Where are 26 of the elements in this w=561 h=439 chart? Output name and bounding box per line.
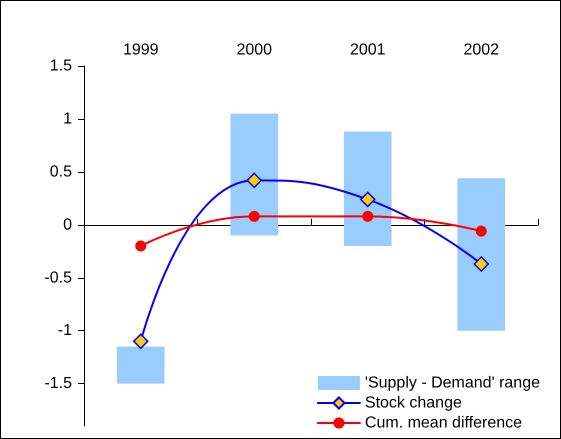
- point: [476, 226, 487, 237]
- x-tick-label: 2000: [236, 42, 272, 58]
- y-tick-label: 1: [63, 110, 72, 128]
- point: [133, 334, 148, 350]
- y-tick-label: 0: [63, 216, 72, 234]
- legend-label: 'Supply - Demand' range: [364, 374, 540, 392]
- bar: [116, 346, 165, 384]
- point: [474, 256, 489, 272]
- bar: [457, 178, 506, 331]
- point: [360, 192, 376, 208]
- point: [248, 210, 260, 222]
- y-tick-label: 0.5: [50, 163, 72, 180]
- x-tick-label: 2001: [350, 42, 386, 58]
- bar: [344, 132, 392, 246]
- point: [246, 172, 262, 188]
- x-tick-label: 2002: [463, 42, 500, 58]
- legend-label: Cum. mean difference: [364, 414, 522, 432]
- bar: [230, 114, 278, 236]
- y-tick-label: -1.5: [44, 375, 72, 392]
- point: [362, 210, 374, 222]
- point: [135, 240, 146, 252]
- y-tick-label: -0.5: [44, 269, 72, 286]
- y-tick-label: -1: [58, 322, 72, 340]
- legend-label: Stock change: [364, 394, 462, 412]
- y-tick-label: 1.5: [50, 58, 72, 74]
- x-tick-label: 1999: [122, 42, 159, 58]
